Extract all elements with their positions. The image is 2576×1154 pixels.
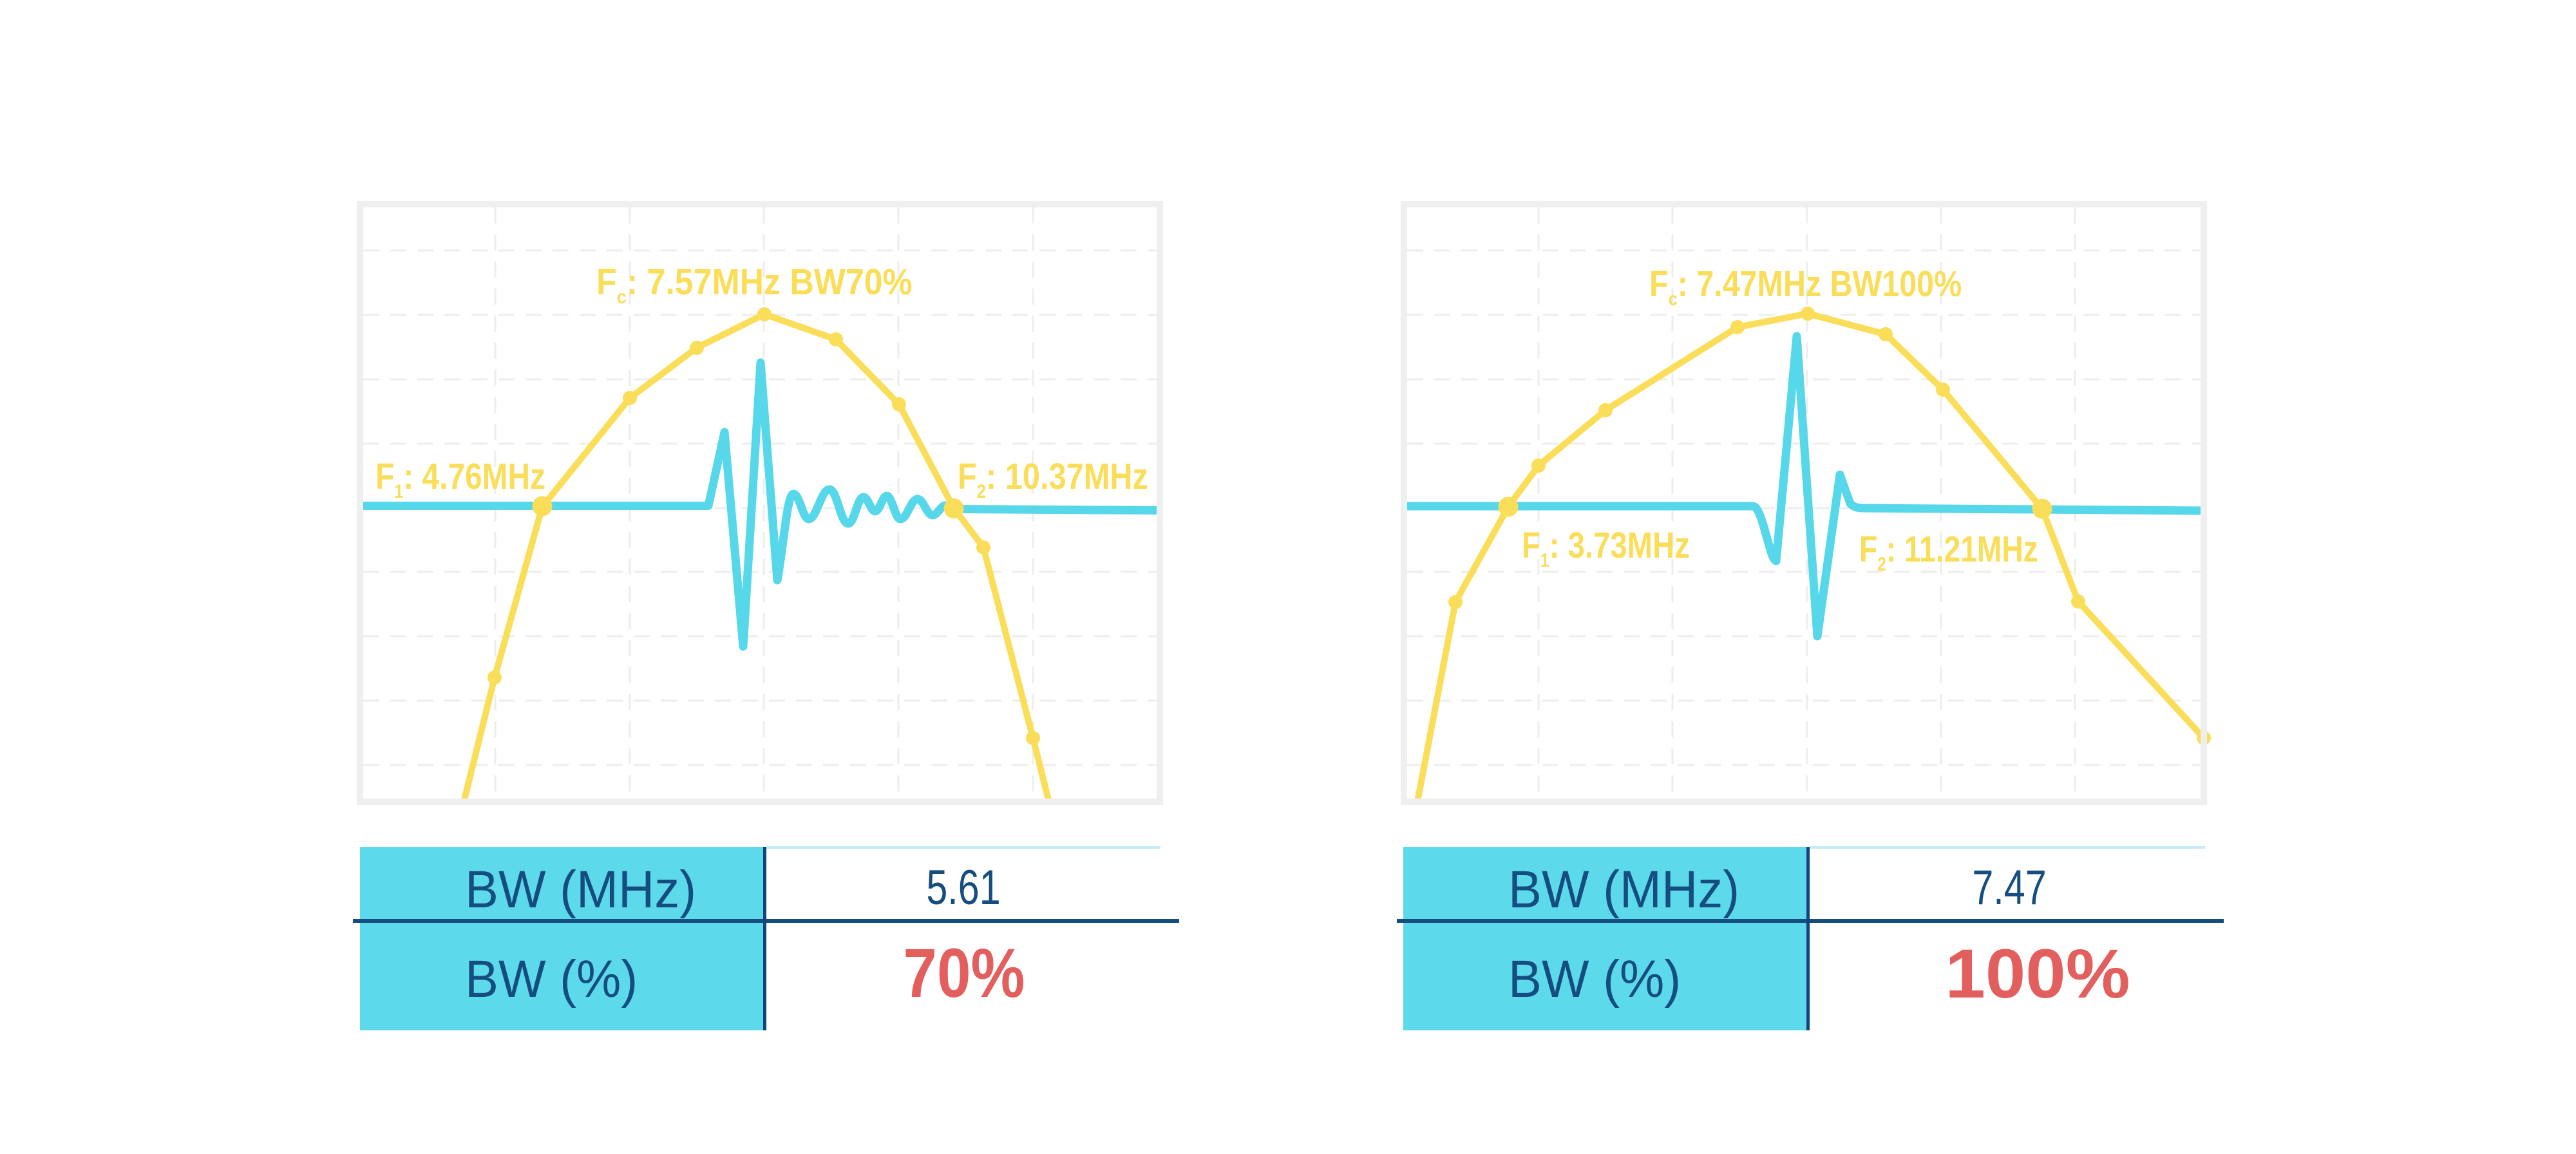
svg-text:F1: 3.73MHz: F1: 3.73MHz [1522,525,1690,571]
svg-text:BW (MHz): BW (MHz) [1508,860,1739,918]
svg-text:100%: 100% [1945,935,2130,1013]
svg-text:Fc: 7.47MHz BW100%: Fc: 7.47MHz BW100% [1649,263,1962,309]
svg-text:F2: 10.37MHz: F2: 10.37MHz [958,456,1148,502]
svg-text:5.61: 5.61 [926,860,1000,915]
svg-text:7.47: 7.47 [1972,860,2046,915]
svg-text:BW (MHz): BW (MHz) [465,860,696,918]
svg-text:F2: 11.21MHz: F2: 11.21MHz [1859,528,2038,574]
svg-text:70%: 70% [903,934,1025,1012]
svg-text:Fc: 7.57MHz BW70%: Fc: 7.57MHz BW70% [596,261,913,308]
svg-text:BW (%): BW (%) [465,949,638,1008]
svg-text:F1: 4.76MHz: F1: 4.76MHz [375,456,545,502]
svg-text:BW (%): BW (%) [1508,949,1681,1008]
